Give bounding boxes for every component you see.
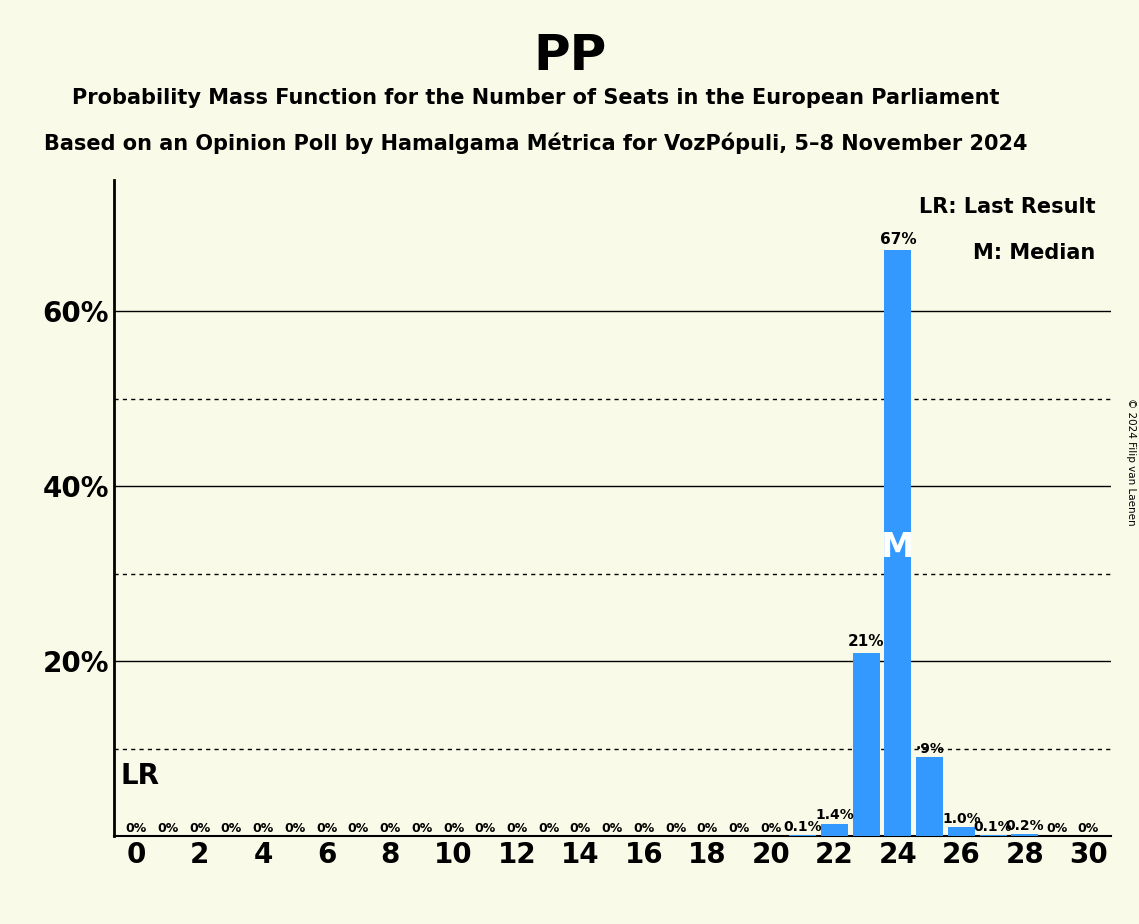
Text: 0%: 0%: [475, 822, 495, 835]
Bar: [1011, 834, 1039, 836]
Text: 0%: 0%: [633, 822, 655, 835]
Text: 0%: 0%: [189, 822, 211, 835]
Text: 0%: 0%: [1046, 822, 1067, 835]
Bar: [916, 758, 943, 836]
Text: M: M: [882, 531, 915, 564]
Text: 0%: 0%: [570, 822, 591, 835]
Text: 0%: 0%: [347, 822, 369, 835]
Text: © 2024 Filip van Laenen: © 2024 Filip van Laenen: [1126, 398, 1136, 526]
Text: 0%: 0%: [443, 822, 464, 835]
Bar: [884, 250, 911, 836]
Text: 0%: 0%: [157, 822, 179, 835]
Text: 0%: 0%: [697, 822, 718, 835]
Text: M: Median: M: Median: [974, 242, 1096, 262]
Text: 0%: 0%: [601, 822, 623, 835]
Text: LR: LR: [121, 762, 159, 790]
Text: 0%: 0%: [125, 822, 147, 835]
Text: LR: Last Result: LR: Last Result: [919, 197, 1096, 216]
Text: 0.1%: 0.1%: [974, 820, 1013, 833]
Text: 0%: 0%: [379, 822, 401, 835]
Text: 0.2%: 0.2%: [1006, 819, 1044, 833]
Text: 0%: 0%: [316, 822, 337, 835]
Text: 0%: 0%: [761, 822, 781, 835]
Text: 0%: 0%: [665, 822, 687, 835]
Text: 67%: 67%: [879, 232, 916, 247]
Text: PP: PP: [533, 32, 606, 80]
Bar: [821, 824, 847, 836]
Text: 0%: 0%: [253, 822, 273, 835]
Text: 0%: 0%: [1077, 822, 1099, 835]
Text: Probability Mass Function for the Number of Seats in the European Parliament: Probability Mass Function for the Number…: [72, 88, 999, 108]
Text: 21%: 21%: [847, 634, 884, 649]
Bar: [853, 652, 879, 836]
Text: 1.0%: 1.0%: [942, 811, 981, 826]
Text: 0%: 0%: [729, 822, 749, 835]
Bar: [948, 828, 975, 836]
Text: 0.1%: 0.1%: [784, 820, 822, 833]
Text: 0%: 0%: [538, 822, 559, 835]
Text: 0%: 0%: [411, 822, 433, 835]
Text: 0%: 0%: [285, 822, 305, 835]
Text: Based on an Opinion Poll by Hamalgama Métrica for VozPópuli, 5–8 November 2024: Based on an Opinion Poll by Hamalgama Mé…: [43, 132, 1027, 153]
Text: ·9%: ·9%: [915, 742, 944, 756]
Text: 0%: 0%: [507, 822, 527, 835]
Text: 0%: 0%: [221, 822, 241, 835]
Text: 1.4%: 1.4%: [816, 808, 854, 822]
